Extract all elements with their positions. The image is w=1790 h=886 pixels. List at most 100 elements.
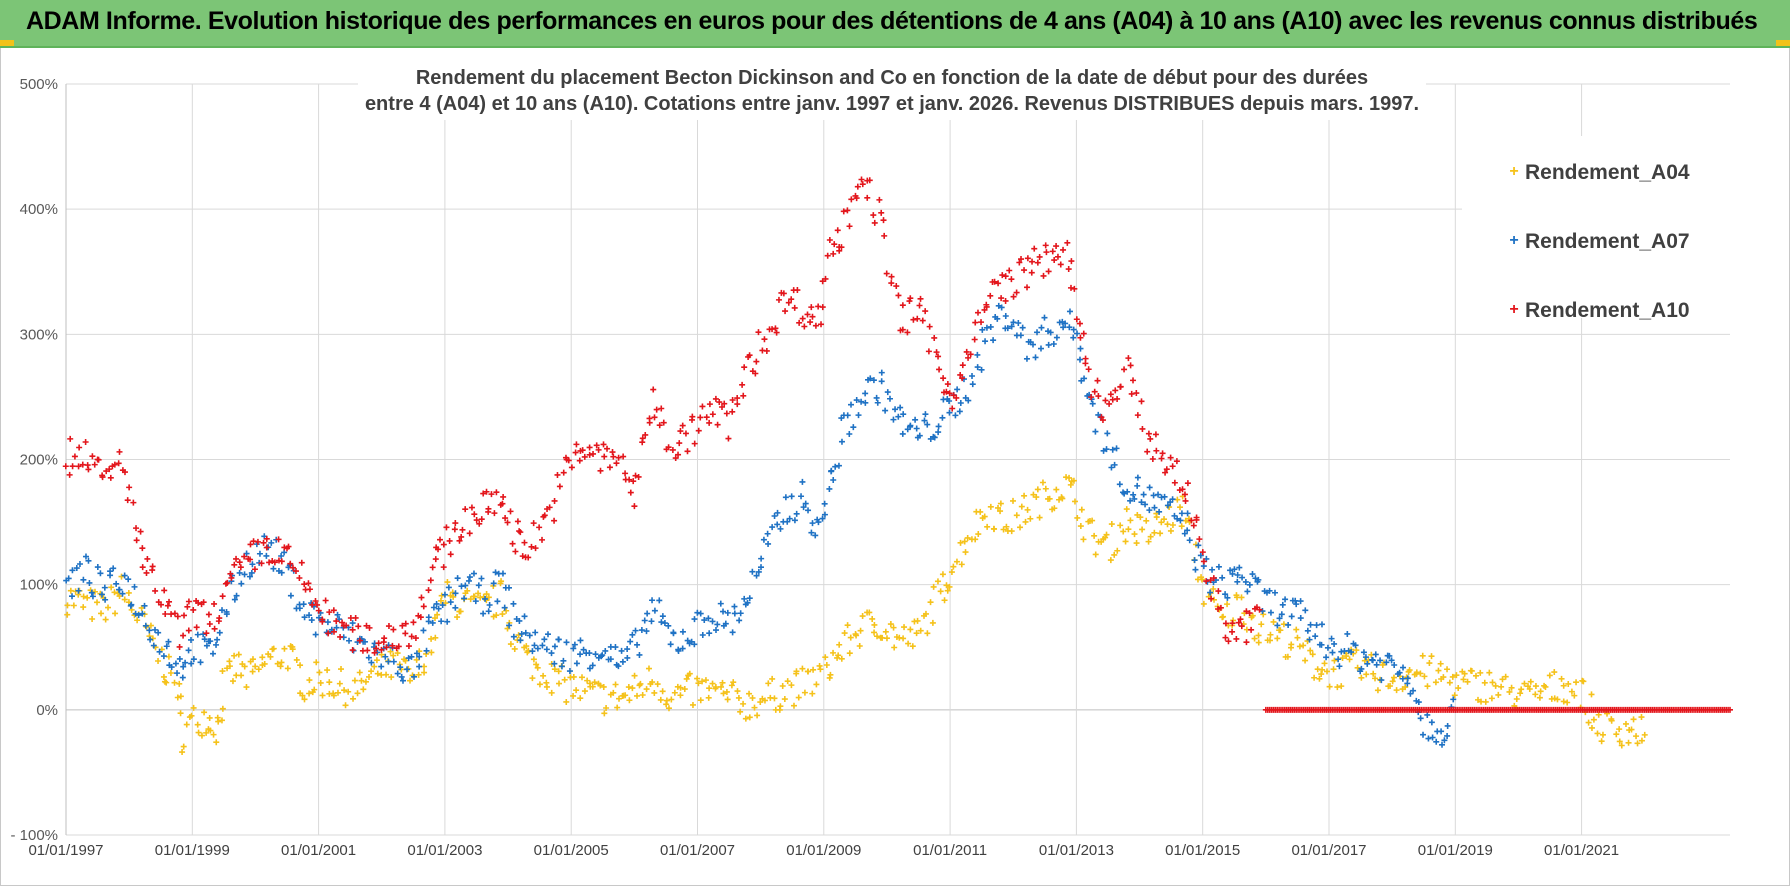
point-rendement-a04	[1625, 739, 1632, 746]
point-rendement-a04	[80, 593, 87, 600]
point-rendement-a10	[917, 295, 924, 302]
point-rendement-a10	[1256, 606, 1263, 613]
point-rendement-a07	[679, 645, 686, 652]
point-rendement-a04	[1424, 683, 1431, 690]
point-rendement-a10	[541, 512, 548, 519]
point-rendement-a07	[146, 627, 153, 634]
point-rendement-a10	[987, 292, 994, 299]
point-rendement-a04	[643, 686, 650, 693]
legend-background	[1462, 136, 1730, 318]
point-rendement-a07	[1404, 680, 1411, 687]
point-rendement-a04	[728, 682, 735, 689]
point-rendement-a07	[1108, 464, 1115, 471]
point-rendement-a04	[1554, 696, 1561, 703]
point-rendement-a07	[924, 421, 931, 428]
x-tick-label: 01/01/2005	[534, 842, 609, 859]
point-rendement-a04	[962, 549, 969, 556]
point-rendement-a10	[818, 321, 825, 328]
point-rendement-a04	[1258, 621, 1265, 628]
point-rendement-a10	[115, 460, 122, 467]
point-rendement-a10	[1102, 397, 1109, 404]
point-rendement-a04	[1527, 678, 1534, 685]
point-rendement-a10	[1010, 293, 1017, 300]
point-rendement-a07	[203, 642, 210, 649]
point-rendement-a07	[800, 504, 807, 511]
point-rendement-a10	[519, 553, 526, 560]
point-rendement-a04	[249, 656, 256, 663]
point-rendement-a10	[91, 461, 98, 468]
point-rendement-a04	[570, 692, 577, 699]
point-rendement-a04	[836, 641, 843, 648]
point-rendement-a07	[1274, 622, 1281, 629]
point-rendement-a04	[356, 669, 363, 676]
point-rendement-a07	[1278, 611, 1285, 618]
point-rendement-a07	[850, 424, 857, 431]
point-rendement-a04	[1417, 670, 1424, 677]
point-rendement-a07	[544, 631, 551, 638]
point-rendement-a07	[644, 610, 651, 617]
point-rendement-a07	[155, 629, 162, 636]
point-rendement-a10	[1217, 604, 1224, 611]
point-rendement-a04	[1294, 634, 1301, 641]
point-rendement-a04	[761, 697, 768, 704]
point-rendement-a04	[533, 661, 540, 668]
point-rendement-a10	[418, 594, 425, 601]
point-rendement-a04	[1551, 669, 1558, 676]
point-rendement-a07	[969, 381, 976, 388]
point-rendement-a07	[413, 650, 420, 657]
point-rendement-a07	[675, 647, 682, 654]
point-rendement-a07	[648, 618, 655, 625]
point-rendement-a10-zero	[1727, 706, 1733, 713]
point-rendement-a07	[462, 582, 469, 589]
point-rendement-a10	[675, 451, 682, 458]
point-rendement-a07	[499, 570, 506, 577]
point-rendement-a07	[1032, 354, 1039, 361]
point-rendement-a10	[660, 419, 667, 426]
point-rendement-a04	[835, 652, 842, 659]
point-rendement-a10	[322, 597, 329, 604]
point-rendement-a04	[1046, 495, 1053, 502]
point-rendement-a10	[808, 304, 815, 311]
point-rendement-a07	[649, 597, 656, 604]
point-rendement-a10	[75, 463, 82, 470]
point-rendement-a07	[946, 397, 953, 404]
point-rendement-a07	[1373, 661, 1380, 668]
point-rendement-a04	[1134, 511, 1141, 518]
point-rendement-a04	[1486, 669, 1493, 676]
point-rendement-a10	[139, 545, 146, 552]
point-rendement-a10	[488, 491, 495, 498]
point-rendement-a07	[1444, 722, 1451, 729]
point-rendement-a10	[502, 515, 509, 522]
point-rendement-a10	[907, 295, 914, 302]
point-rendement-a07	[139, 610, 146, 617]
point-rendement-a04	[176, 680, 183, 687]
point-rendement-a04	[981, 513, 988, 520]
point-rendement-a07	[1070, 326, 1077, 333]
point-rendement-a04	[342, 702, 349, 709]
point-rendement-a04	[444, 579, 451, 586]
point-rendement-a07	[1450, 696, 1457, 703]
point-rendement-a10	[682, 430, 689, 437]
point-rendement-a10	[417, 614, 424, 621]
point-rendement-a04	[771, 695, 778, 702]
point-rendement-a07	[543, 646, 550, 653]
point-rendement-a04	[259, 654, 266, 661]
point-rendement-a10	[963, 348, 970, 355]
point-rendement-a10	[763, 347, 770, 354]
point-rendement-a07	[974, 364, 981, 371]
point-rendement-a07	[1004, 325, 1011, 332]
point-rendement-a10	[853, 195, 860, 202]
point-rendement-a04	[734, 688, 741, 695]
point-rendement-a04	[1495, 691, 1502, 698]
point-rendement-a04	[754, 712, 761, 719]
point-rendement-a04	[1123, 506, 1130, 513]
point-rendement-a04	[316, 669, 323, 676]
point-rendement-a04	[270, 645, 277, 652]
point-rendement-a07	[634, 641, 641, 648]
point-rendement-a04	[125, 589, 132, 596]
point-rendement-a07	[1130, 491, 1137, 498]
point-rendement-a07	[312, 631, 319, 638]
point-rendement-a10	[349, 626, 356, 633]
point-rendement-a07	[163, 643, 170, 650]
point-rendement-a10	[551, 517, 558, 524]
